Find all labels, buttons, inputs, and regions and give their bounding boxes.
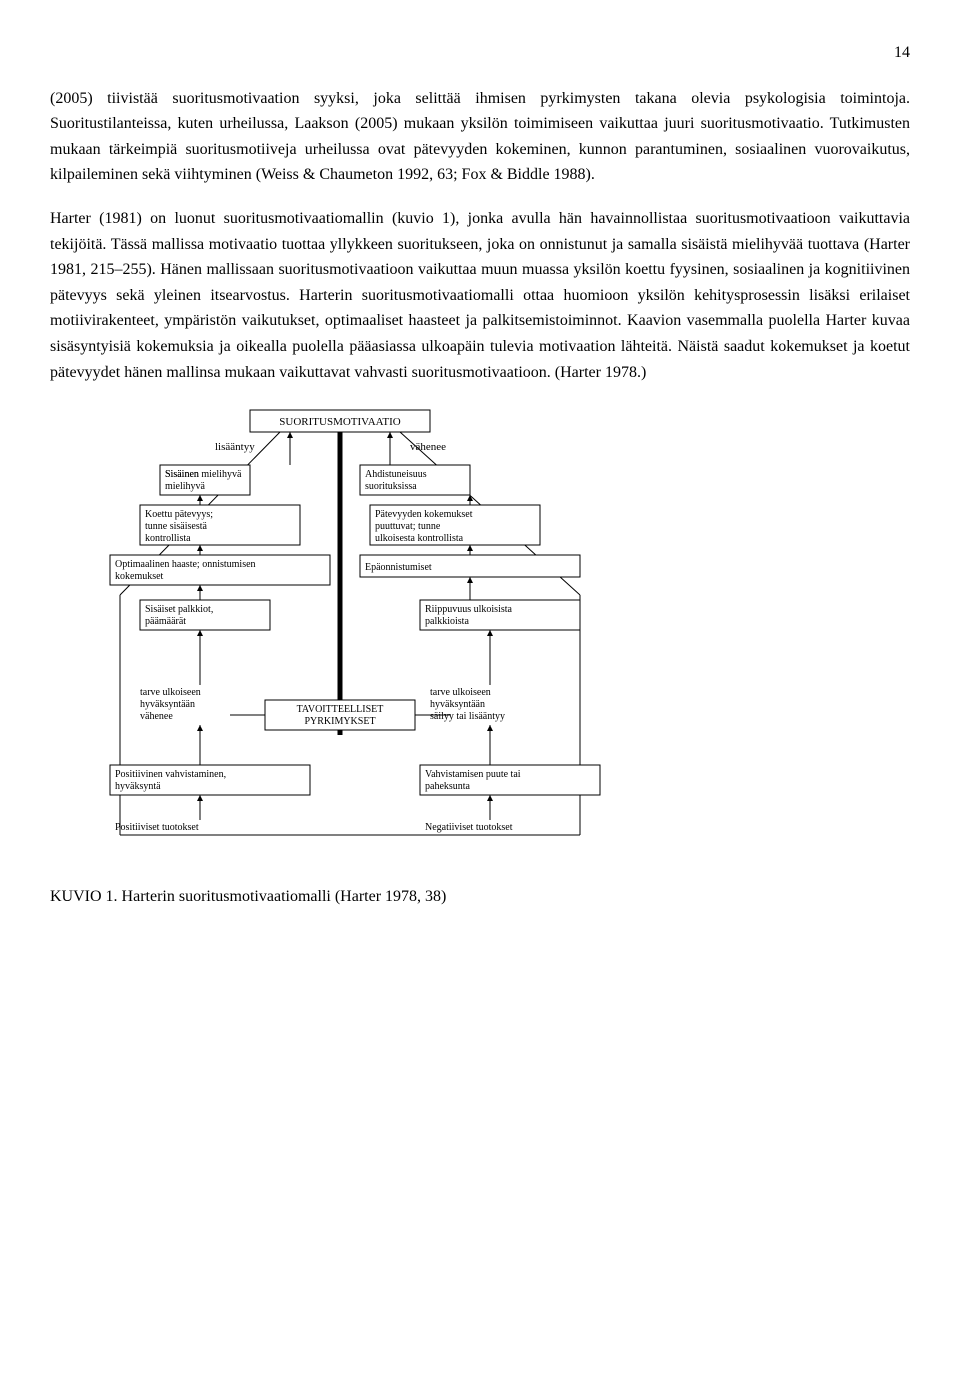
svg-text:tarve ulkoiseen: tarve ulkoiseen <box>430 687 491 698</box>
diagram: SUORITUSMOTIVAATIO lisääntyy vähenee Sis… <box>50 405 650 874</box>
svg-text:mielihyvä: mielihyvä <box>165 481 206 492</box>
page-number: 14 <box>50 40 910 66</box>
svg-text:Vahvistamisen puute tai: Vahvistamisen puute tai <box>425 769 521 780</box>
svg-text:säilyy tai lisääntyy: säilyy tai lisääntyy <box>430 711 505 722</box>
svg-text:TAVOITTEELLISET: TAVOITTEELLISET <box>297 704 384 715</box>
svg-text:kokemukset: kokemukset <box>115 571 164 582</box>
svg-text:paheksunta: paheksunta <box>425 781 471 792</box>
svg-text:palkkioista: palkkioista <box>425 616 469 627</box>
svg-text:suorituksissa: suorituksissa <box>365 481 417 492</box>
svg-text:Epäonnistumiset: Epäonnistumiset <box>365 562 432 573</box>
svg-text:Ahdistuneisuus: Ahdistuneisuus <box>365 469 427 480</box>
diagram-svg: SUORITUSMOTIVAATIO lisääntyy vähenee Sis… <box>50 405 650 865</box>
increase-label: lisääntyy <box>215 441 255 453</box>
svg-text:tarve ulkoiseen: tarve ulkoiseen <box>140 687 201 698</box>
svg-text:hyväksyntään: hyväksyntään <box>430 699 485 710</box>
svg-text:PYRKIMYKSET: PYRKIMYKSET <box>304 716 375 727</box>
figure-caption: KUVIO 1. Harterin suoritusmotivaatiomall… <box>50 884 910 910</box>
svg-text:tunne sisäisestä: tunne sisäisestä <box>145 521 207 532</box>
left-r7: Positiiviset tuotokset <box>115 822 199 833</box>
svg-text:Riippuvuus ulkoisista: Riippuvuus ulkoisista <box>425 604 513 615</box>
svg-text:Positiivinen vahvistaminen,: Positiivinen vahvistaminen, <box>115 769 226 780</box>
right-r7: Negatiiviset tuotokset <box>425 822 513 833</box>
svg-text:Sisäinen: Sisäinen <box>165 469 199 480</box>
paragraph-1: (2005) tiivistää suoritusmotivaation syy… <box>50 86 910 188</box>
svg-text:Optimaalinen haaste; onnistumi: Optimaalinen haaste; onnistumisen <box>115 559 256 570</box>
svg-text:hyväksyntä: hyväksyntä <box>115 781 161 792</box>
top-box-text: SUORITUSMOTIVAATIO <box>279 416 400 428</box>
decrease-label: vähenee <box>410 441 446 453</box>
svg-text:hyväksyntään: hyväksyntään <box>140 699 195 710</box>
svg-text:päämäärät: päämäärät <box>145 616 186 627</box>
svg-text:ulkoisesta kontrollista: ulkoisesta kontrollista <box>375 533 464 544</box>
paragraph-2: Harter (1981) on luonut suoritusmotivaat… <box>50 206 910 385</box>
svg-text:kontrollista: kontrollista <box>145 533 191 544</box>
svg-text:Pätevyyden kokemukset: Pätevyyden kokemukset <box>375 509 473 520</box>
svg-text:Sisäiset palkkiot,: Sisäiset palkkiot, <box>145 604 213 615</box>
svg-text:vähenee: vähenee <box>140 711 173 722</box>
svg-text:puuttuvat; tunne: puuttuvat; tunne <box>375 521 441 532</box>
svg-text:Koettu pätevyys;: Koettu pätevyys; <box>145 509 213 520</box>
